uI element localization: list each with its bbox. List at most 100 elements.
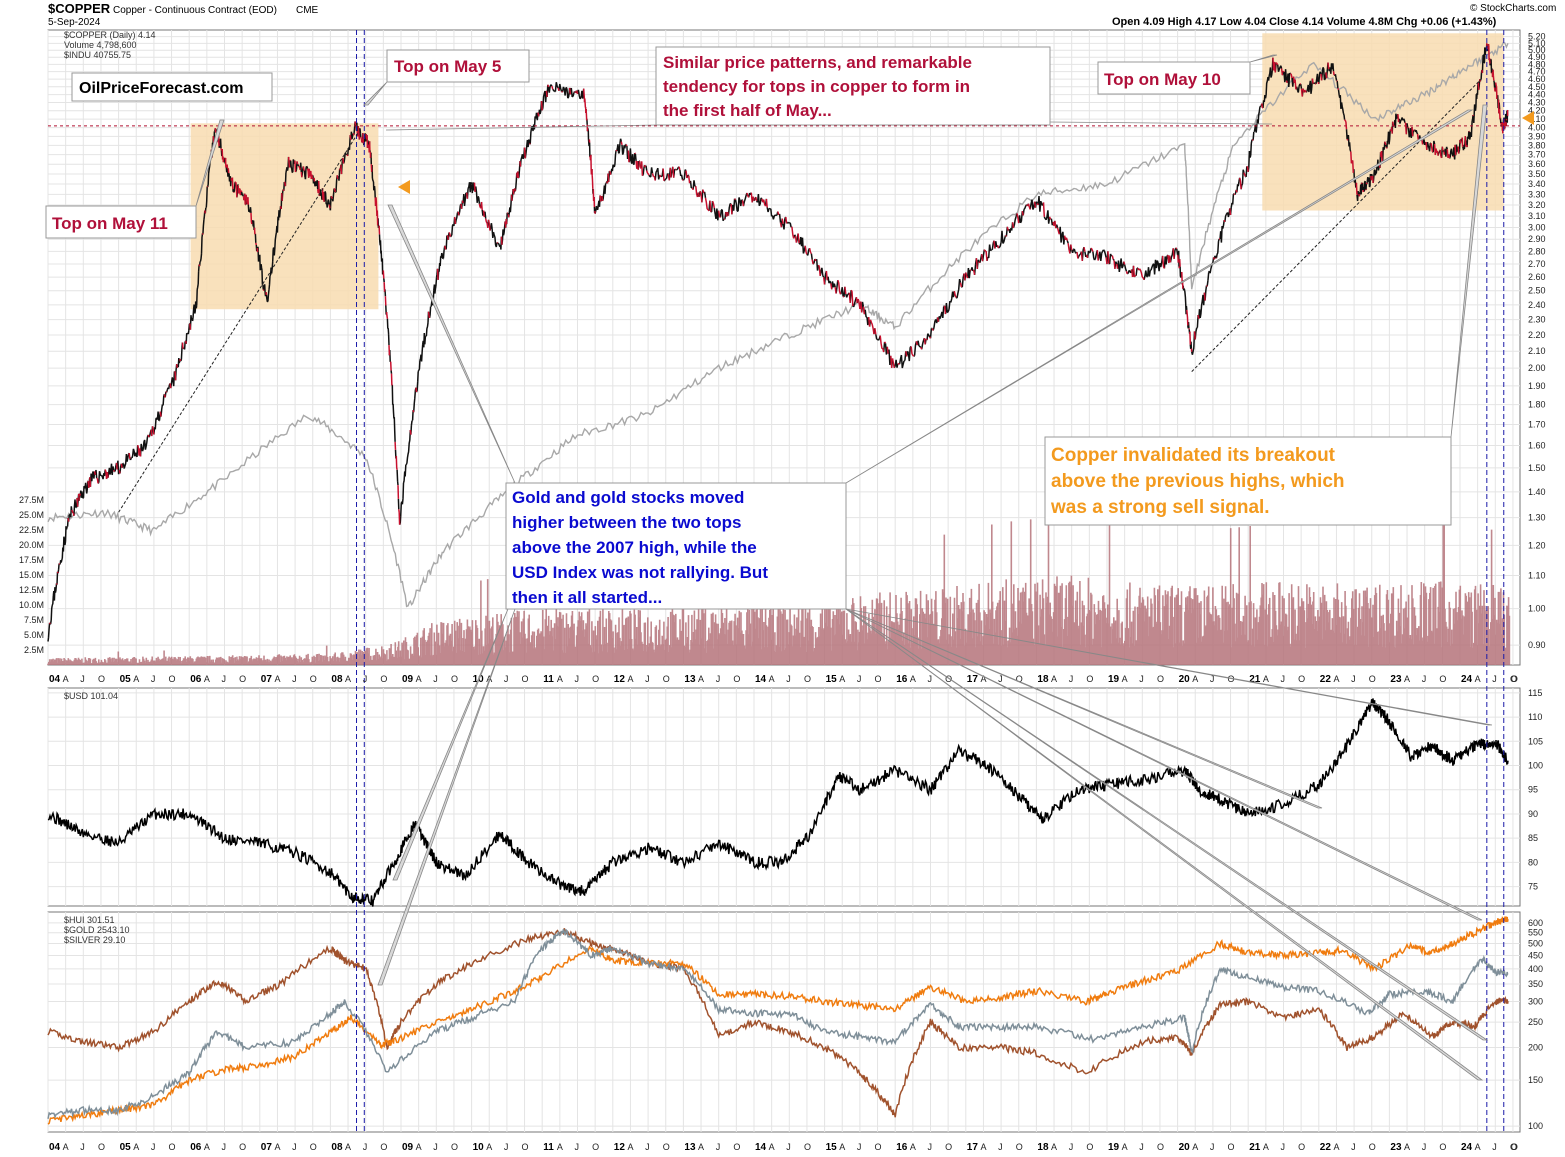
- metals-axis-month-label: O: [1157, 1142, 1164, 1152]
- copper-axis-month-label: O: [380, 674, 387, 684]
- metals-axis-month-label: A: [980, 1142, 986, 1152]
- metals-axis-month-label: O: [733, 1142, 740, 1152]
- copper-y-tick: 5.00: [1528, 45, 1546, 55]
- copper-axis-month-label: A: [1192, 674, 1198, 684]
- pointer-may5: [363, 81, 388, 106]
- metals-axis-month-label: J: [1351, 1142, 1356, 1152]
- copper-axis-month-label: O: [310, 674, 317, 684]
- copper-axis-month-label: J: [1210, 674, 1215, 684]
- volume-y-tick: 17.5M: [19, 555, 44, 565]
- copper-axis-year-label: 18: [1037, 674, 1049, 685]
- copper-y-tick: 4.80: [1528, 59, 1546, 69]
- metals-axis-month-label: A: [345, 1142, 351, 1152]
- metals-axis-year-label: 12: [614, 1142, 626, 1153]
- hui-line: [47, 928, 1509, 1118]
- metals-axis-year-label: 09: [402, 1142, 414, 1153]
- copper-axis-year-label: 17: [967, 674, 979, 685]
- metals-axis-month-label: O: [1086, 1142, 1093, 1152]
- copper-y-tick: 3.90: [1528, 131, 1546, 141]
- chart-description: Copper - Continuous Contract (EOD): [113, 5, 277, 16]
- volume-y-tick: 10.0M: [19, 600, 44, 610]
- usd-y-tick: 110: [1528, 712, 1542, 722]
- copper-y-tick: 1.50: [1528, 463, 1546, 473]
- copper-y-tick: 2.90: [1528, 234, 1546, 244]
- gold-line-2: higher between the two tops: [512, 513, 742, 532]
- copper-axis-last-month-label: O: [1511, 674, 1518, 684]
- copper-axis-year-label: 06: [190, 674, 202, 685]
- metals-axis-month-label: O: [1369, 1142, 1376, 1152]
- copper-axis-month-label: J: [716, 674, 721, 684]
- metals-axis-month-label: J: [574, 1142, 579, 1152]
- usd-y-tick: 85: [1528, 833, 1538, 843]
- copper-axis-month-label: J: [433, 674, 438, 684]
- orange-arrow-2024: [1522, 111, 1534, 125]
- metals-axis-last-month-label: O: [1511, 1142, 1518, 1152]
- metals-axis-month-label: A: [1051, 1142, 1057, 1152]
- copper-y-tick: 4.20: [1528, 106, 1546, 116]
- metals-axis-year-label: 06: [190, 1142, 202, 1153]
- gold-line-1: Gold and gold stocks moved: [512, 488, 744, 507]
- copper-y-tick: 3.00: [1528, 222, 1546, 232]
- copper-axis-year-label: 11: [543, 674, 554, 685]
- similar-line-2: tendency for tops in copper to form in: [663, 77, 970, 96]
- metals-axis-month-label: O: [1228, 1142, 1235, 1152]
- copper-y-tick: 3.60: [1528, 159, 1546, 169]
- copper-axis-month-label: A: [980, 674, 986, 684]
- metals-axis-month-label: O: [945, 1142, 952, 1152]
- site-box: [71, 72, 273, 102]
- copper-axis-month-label: A: [1051, 674, 1057, 684]
- copper-axis-month-label: J: [927, 674, 932, 684]
- copper-y-tick: 1.10: [1528, 571, 1546, 581]
- copper-axis-month-label: O: [1228, 674, 1235, 684]
- copper-y-tick: 5.20: [1528, 32, 1546, 42]
- metals-axis-month-label: J: [786, 1142, 791, 1152]
- gold-line-5: then it all started...: [512, 588, 662, 607]
- copper-y-tick: 2.40: [1528, 300, 1546, 310]
- metals-axis-month-label: A: [1333, 1142, 1339, 1152]
- copper-axis-month-label: J: [80, 674, 85, 684]
- copper-y-tick: 4.50: [1528, 82, 1546, 92]
- metals-axis-month-label: A: [204, 1142, 210, 1152]
- metals-y-tick: 150: [1528, 1075, 1543, 1085]
- metals-axis-month-label: A: [839, 1142, 845, 1152]
- copper-axis-month-label: A: [1475, 674, 1481, 684]
- pointer-gold-silver: [845, 608, 1489, 1041]
- copper-axis-month-label: J: [998, 674, 1003, 684]
- usd-y-tick: 115: [1528, 688, 1542, 698]
- copper-y-tick: 4.90: [1528, 52, 1546, 62]
- copper-y-tick: 2.00: [1528, 363, 1546, 373]
- metals-axis-year-label: 05: [120, 1142, 132, 1153]
- copper-y-tick: 4.30: [1528, 98, 1546, 108]
- metals-y-tick: 300: [1528, 996, 1543, 1006]
- metals-axis-month-label: A: [1263, 1142, 1269, 1152]
- copper-axis-month-label: O: [1086, 674, 1093, 684]
- pointer-gold-usd2: [845, 608, 1493, 726]
- stockcharts-credit: © StockCharts.com: [1470, 3, 1556, 14]
- copper-y-tick: 2.70: [1528, 259, 1546, 269]
- metals-axis-month-label: O: [1016, 1142, 1023, 1152]
- metals-axis-month-label: O: [1298, 1142, 1305, 1152]
- metals-axis-year-label: 24: [1461, 1142, 1473, 1153]
- highlight-zone-2021: [1262, 33, 1504, 211]
- gold-line-4: USD Index was not rallying. But: [512, 563, 768, 582]
- copper-axis-year-label: 05: [120, 674, 132, 685]
- copper-line-down: [48, 43, 1509, 625]
- pointer-gold-hui: [377, 608, 516, 986]
- copper-axis-year-label: 19: [1108, 674, 1120, 685]
- metals-axis-month-label: J: [1139, 1142, 1144, 1152]
- metals-axis-year-label: 20: [1179, 1142, 1191, 1153]
- copper-axis-month-label: J: [1280, 674, 1285, 684]
- copper-axis-year-label: 24: [1461, 674, 1473, 685]
- copper-axis-month-label: A: [1404, 674, 1410, 684]
- legend-gold: $GOLD 2543.10: [64, 925, 130, 935]
- copper-y-tick: 1.90: [1528, 381, 1546, 391]
- copper-y-tick: 3.70: [1528, 150, 1546, 160]
- metals-axis-year-label: 08: [331, 1142, 343, 1153]
- pointer-gold-gold: [845, 608, 1483, 921]
- copper-axis-month-label: J: [221, 674, 226, 684]
- legend-silver: $SILVER 29.10: [64, 935, 125, 945]
- metals-axis-year-label: 21: [1249, 1142, 1261, 1153]
- pointer-gold-copper: [387, 204, 516, 484]
- copper-axis-month-label: A: [204, 674, 210, 684]
- copper-axis-month-label: A: [839, 674, 845, 684]
